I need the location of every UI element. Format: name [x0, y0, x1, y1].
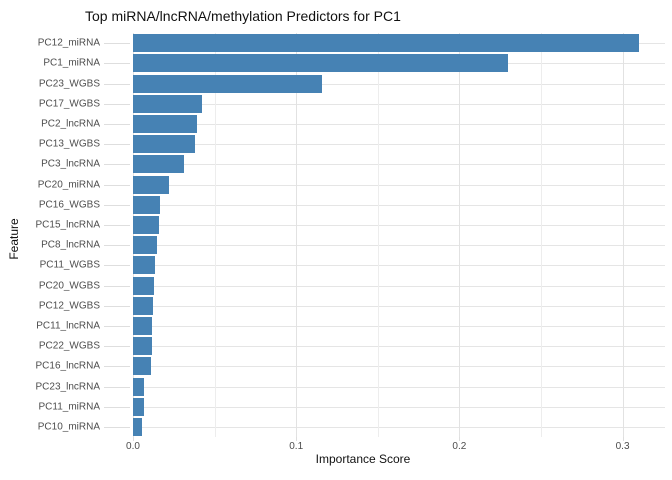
y-tick-mark: [104, 224, 130, 226]
y-tick-mark: [104, 305, 130, 307]
gridline-vertical-major: [622, 33, 624, 437]
y-tick-label: PC20_miRNA: [37, 179, 100, 190]
bar: [133, 316, 153, 335]
gridline-vertical-major: [133, 33, 134, 437]
gridline-horizontal: [133, 426, 665, 428]
gridline-horizontal: [133, 325, 665, 327]
gridline-vertical-minor: [214, 33, 216, 437]
bar: [133, 114, 197, 133]
y-tick-mark: [104, 204, 130, 206]
y-tick-mark: [104, 245, 130, 247]
gridline-horizontal: [133, 265, 665, 267]
bar: [133, 236, 157, 255]
x-tick-mark: [296, 437, 298, 441]
bar: [133, 94, 202, 113]
bar: [133, 337, 152, 356]
plot-panel: [133, 33, 665, 437]
y-tick-mark: [104, 123, 130, 125]
y-tick-label: PC11_lncRNA: [36, 320, 100, 332]
gridline-horizontal: [133, 204, 665, 206]
gridline-horizontal: [133, 346, 665, 348]
bar: [133, 256, 156, 275]
y-tick-label: PC1_miRNA: [43, 57, 100, 69]
bar: [133, 135, 195, 154]
bar: [133, 54, 509, 73]
bar: [133, 215, 160, 234]
bar: [133, 175, 169, 194]
y-tick-label: PC3_lncRNA: [41, 158, 100, 170]
y-tick-mark: [104, 43, 130, 45]
y-tick-label: PC10_miRNA: [37, 421, 100, 433]
bar: [133, 357, 151, 376]
y-tick-mark: [104, 386, 130, 388]
gridline-horizontal: [133, 285, 665, 287]
y-tick-mark: [104, 144, 130, 146]
y-tick-label: PC15_lncRNA: [35, 219, 100, 231]
y-tick-label: PC23_lncRNA: [35, 381, 100, 392]
gridline-horizontal: [133, 103, 665, 105]
gridline-horizontal: [133, 144, 665, 146]
y-tick-label: PC13_WGBS: [38, 138, 100, 150]
chart-title: Top miRNA/lncRNA/methylation Predictors …: [85, 8, 401, 24]
gridline-vertical-major: [296, 33, 298, 437]
gridline-horizontal: [133, 224, 665, 226]
y-tick-mark: [104, 83, 130, 85]
x-tick-label: 0.0: [126, 441, 140, 452]
y-tick-mark: [104, 426, 130, 428]
gridline-horizontal: [133, 245, 665, 247]
y-tick-label: PC23_WGBS: [38, 78, 100, 89]
y-tick-mark: [104, 346, 130, 348]
y-tick-label: PC22_WGBS: [38, 340, 100, 352]
bar: [133, 377, 145, 396]
gridline-horizontal: [133, 184, 665, 186]
bar: [133, 34, 639, 53]
y-axis-title: Feature: [7, 218, 21, 260]
gridline-horizontal: [133, 386, 665, 388]
y-tick-mark: [104, 406, 130, 408]
bar: [133, 195, 160, 214]
gridline-horizontal: [133, 366, 665, 368]
gridline-horizontal: [133, 83, 665, 85]
bar: [133, 74, 323, 93]
bar: [133, 276, 155, 295]
x-tick-label: 0.1: [289, 441, 304, 452]
y-tick-mark: [104, 103, 130, 105]
y-tick-mark: [104, 164, 130, 166]
bar: [133, 155, 184, 174]
y-tick-label: PC8_lncRNA: [41, 239, 100, 251]
gridline-vertical-minor: [377, 33, 379, 437]
y-tick-mark: [104, 325, 130, 327]
gridline-horizontal: [133, 123, 665, 125]
y-tick-label: PC17_WGBS: [38, 98, 100, 110]
gridline-horizontal: [133, 305, 665, 307]
y-tick-mark: [104, 184, 130, 186]
y-tick-label: PC12_WGBS: [38, 300, 100, 312]
y-tick-label: PC16_WGBS: [38, 199, 100, 211]
x-tick-label: 0.3: [615, 441, 630, 452]
y-tick-label: PC11_WGBS: [39, 259, 100, 271]
y-tick-label: PC12_miRNA: [37, 37, 100, 49]
x-tick-mark: [133, 437, 134, 441]
gridline-horizontal: [133, 406, 665, 408]
x-tick-mark: [459, 437, 461, 441]
gridline-vertical-major: [459, 33, 461, 437]
x-axis-title: Importance Score: [315, 452, 411, 466]
x-tick-label: 0.2: [452, 441, 467, 452]
gridline-vertical-minor: [540, 33, 542, 437]
y-tick-mark: [104, 285, 130, 287]
bar: [133, 397, 144, 416]
bar: [133, 296, 154, 315]
y-tick-mark: [104, 366, 130, 368]
y-tick-label: PC16_lncRNA: [35, 360, 100, 372]
y-tick-label: PC11_miRNA: [38, 401, 101, 413]
y-tick-label: PC20_WGBS: [38, 280, 100, 291]
x-tick-mark: [622, 437, 624, 441]
y-tick-mark: [104, 63, 130, 65]
gridline-horizontal: [133, 164, 665, 166]
y-tick-label: PC2_lncRNA: [41, 118, 100, 130]
y-tick-mark: [104, 265, 130, 267]
bar: [133, 417, 142, 436]
